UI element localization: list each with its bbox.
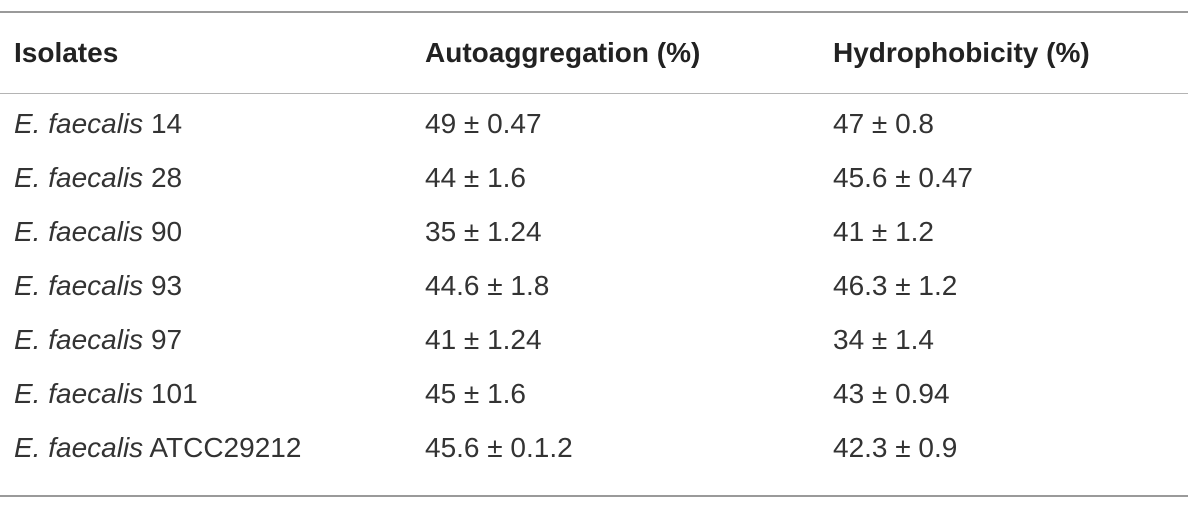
isolate-cell: E. faecalis 14 <box>0 93 411 151</box>
table-row: E. faecalis 93 44.6 ± 1.8 46.3 ± 1.2 <box>0 259 1188 313</box>
species-name: E. faecalis <box>14 270 144 301</box>
isolate-cell: E. faecalis 97 <box>0 313 411 367</box>
species-name: E. faecalis <box>14 216 144 247</box>
hydrophobicity-cell: 41 ± 1.2 <box>833 216 934 247</box>
strain-id: 28 <box>150 162 183 193</box>
strain-id: 101 <box>150 378 198 409</box>
table-row: E. faecalis ATCC29212 45.6 ± 0.1.2 42.3 … <box>0 421 1188 475</box>
strain-id: ATCC29212 <box>149 432 302 463</box>
hydrophobicity-cell: 45.6 ± 0.47 <box>833 162 973 193</box>
strain-id: 90 <box>150 216 183 247</box>
autoaggregation-cell: 44 ± 1.6 <box>425 162 526 193</box>
top-rule <box>0 11 1188 13</box>
table-body: E. faecalis 14 49 ± 0.47 47 ± 0.8 E. fae… <box>0 93 1188 475</box>
header-isolates: Isolates <box>14 37 119 68</box>
strain-id: 14 <box>150 108 183 139</box>
isolate-cell: E. faecalis 90 <box>0 205 411 259</box>
table-row: E. faecalis 28 44 ± 1.6 45.6 ± 0.47 <box>0 151 1188 205</box>
autoaggregation-cell: 41 ± 1.24 <box>425 324 542 355</box>
table-row: E. faecalis 14 49 ± 0.47 47 ± 0.8 <box>0 93 1188 151</box>
autoaggregation-cell: 45.6 ± 0.1.2 <box>425 432 573 463</box>
hydrophobicity-cell: 34 ± 1.4 <box>833 324 934 355</box>
hydrophobicity-cell: 43 ± 0.94 <box>833 378 950 409</box>
isolate-cell: E. faecalis 101 <box>0 367 411 421</box>
hydrophobicity-cell: 47 ± 0.8 <box>833 108 934 139</box>
hydrophobicity-cell: 42.3 ± 0.9 <box>833 432 958 463</box>
hydrophobicity-cell: 46.3 ± 1.2 <box>833 270 958 301</box>
species-name: E. faecalis <box>14 378 144 409</box>
table-row: E. faecalis 101 45 ± 1.6 43 ± 0.94 <box>0 367 1188 421</box>
header-hydrophobicity: Hydrophobicity (%) <box>833 37 1090 68</box>
strain-id: 93 <box>150 270 183 301</box>
header-row: Isolates Autoaggregation (%) Hydrophobic… <box>0 13 1188 93</box>
table-row: E. faecalis 97 41 ± 1.24 34 ± 1.4 <box>0 313 1188 367</box>
table-row: E. faecalis 90 35 ± 1.24 41 ± 1.2 <box>0 205 1188 259</box>
header-autoaggregation: Autoaggregation (%) <box>425 37 701 68</box>
bottom-rule <box>0 495 1188 497</box>
autoaggregation-cell: 44.6 ± 1.8 <box>425 270 550 301</box>
autoaggregation-cell: 35 ± 1.24 <box>425 216 542 247</box>
species-name: E. faecalis <box>14 432 144 463</box>
strain-id: 97 <box>150 324 183 355</box>
species-name: E. faecalis <box>14 162 144 193</box>
isolate-cell: E. faecalis 93 <box>0 259 411 313</box>
species-name: E. faecalis <box>14 324 144 355</box>
table-header: Isolates Autoaggregation (%) Hydrophobic… <box>0 13 1188 93</box>
isolate-cell: E. faecalis 28 <box>0 151 411 205</box>
species-name: E. faecalis <box>14 108 144 139</box>
isolate-cell: E. faecalis ATCC29212 <box>0 421 411 475</box>
autoaggregation-cell: 49 ± 0.47 <box>425 108 542 139</box>
isolates-table: Isolates Autoaggregation (%) Hydrophobic… <box>0 13 1188 475</box>
header-rule <box>0 93 1188 94</box>
autoaggregation-cell: 45 ± 1.6 <box>425 378 526 409</box>
